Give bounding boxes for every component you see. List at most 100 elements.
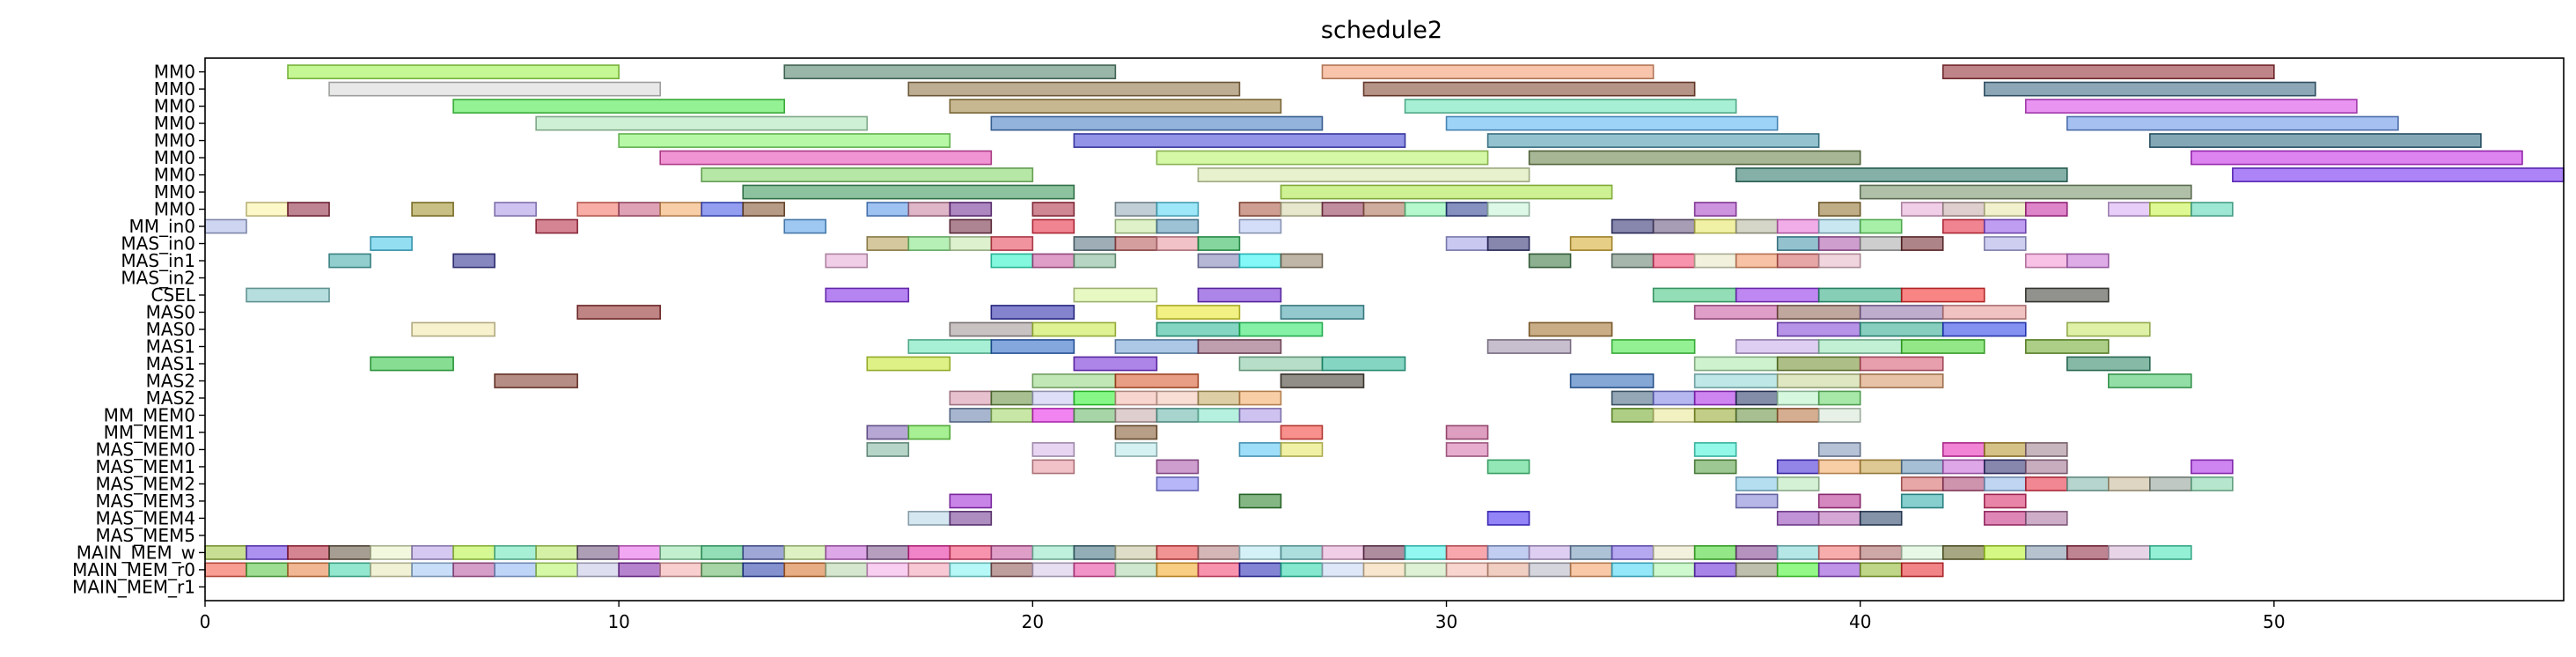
task-bar — [1156, 202, 1200, 217]
task-bar — [576, 562, 620, 578]
task-bar — [2066, 476, 2110, 491]
task-bar — [949, 493, 993, 509]
y-tick-label: MM0 — [154, 78, 195, 100]
task-bar — [1569, 373, 1655, 388]
task-bar — [1404, 99, 1737, 114]
task-bar — [742, 545, 786, 560]
task-bar — [1073, 356, 1158, 372]
task-bar — [287, 64, 620, 79]
task-bar — [1486, 511, 1530, 526]
task-bar — [1114, 218, 1158, 234]
y-tick-label: MAS_MEM5 — [95, 525, 195, 546]
task-bar — [1776, 373, 1861, 388]
y-tick-label: MAS2 — [146, 370, 195, 391]
task-bar — [1817, 218, 1861, 234]
task-bar — [990, 115, 1324, 131]
task-bar — [1528, 562, 1572, 578]
task-bar — [701, 167, 1034, 182]
task-bar — [1114, 202, 1158, 217]
task-bar — [1941, 545, 1985, 560]
task-bar — [1156, 218, 1200, 234]
task-bar — [2108, 202, 2151, 217]
task-bar — [1693, 390, 1737, 406]
task-bar — [1569, 562, 1613, 578]
task-bar — [1859, 321, 1944, 337]
task-bar — [1652, 390, 1696, 406]
chart-title: schedule2 — [1321, 17, 1442, 44]
task-bar — [370, 356, 454, 372]
task-bar — [1114, 373, 1200, 388]
task-bar — [204, 218, 247, 234]
task-bar — [1114, 442, 1158, 457]
task-bar — [618, 133, 951, 148]
task-bar — [2108, 545, 2151, 560]
task-bar — [1404, 545, 1448, 560]
task-bar — [328, 253, 371, 269]
task-bar — [1776, 408, 1820, 423]
task-bar — [1652, 218, 1696, 234]
task-bar — [2024, 339, 2110, 354]
task-bar — [1197, 390, 1241, 406]
task-bar — [1569, 545, 1613, 560]
task-bar — [866, 202, 910, 217]
task-bar — [1031, 545, 1075, 560]
task-bar — [328, 545, 371, 560]
task-bar — [1817, 545, 1861, 560]
task-bar — [659, 150, 993, 166]
task-bar — [535, 218, 578, 234]
task-bar — [1735, 218, 1779, 234]
task-bar — [1941, 476, 1985, 491]
task-bar — [1156, 459, 1200, 475]
task-bar — [1486, 202, 1530, 217]
task-bar — [1817, 511, 1861, 526]
task-bar — [1280, 373, 1365, 388]
task-bar — [1445, 424, 1489, 440]
task-bar — [1776, 476, 1820, 491]
task-bar — [1073, 236, 1117, 251]
task-bar — [1445, 115, 1779, 131]
task-bar — [1735, 339, 1820, 354]
task-bar — [949, 202, 993, 217]
task-bar — [1445, 442, 1489, 457]
x-axis: 0 10 20 30 40 50 — [200, 601, 2286, 632]
task-bar — [949, 545, 993, 560]
task-bar — [1569, 236, 1613, 251]
task-bar — [990, 408, 1034, 423]
task-bar — [1528, 321, 1613, 337]
task-bar — [2024, 545, 2068, 560]
task-bar — [494, 545, 537, 560]
task-bar — [990, 305, 1075, 320]
task-bar — [1817, 390, 1861, 406]
task-bar — [1900, 339, 1985, 354]
y-tick-label: MAS1 — [146, 353, 195, 374]
x-tick-label: 50 — [2263, 611, 2285, 632]
task-bar — [1735, 545, 1779, 560]
task-bar — [1321, 64, 1655, 79]
y-tick-label: MAIN_MEM_w — [77, 542, 195, 563]
task-bar — [866, 356, 951, 372]
task-bar — [535, 545, 578, 560]
task-bar — [1693, 202, 1737, 217]
task-bar — [1941, 321, 2027, 337]
task-bar — [1031, 459, 1075, 475]
task-bar — [2149, 545, 2192, 560]
task-bar — [907, 339, 993, 354]
task-bar — [370, 562, 413, 578]
task-bar — [1859, 511, 1903, 526]
task-bar — [2108, 476, 2151, 491]
task-bar — [1817, 202, 1861, 217]
task-bar — [1983, 493, 2027, 509]
task-bar — [1776, 236, 1820, 251]
task-bar — [1693, 562, 1737, 578]
task-bar — [866, 545, 910, 560]
task-bar — [1280, 184, 1613, 200]
task-bar — [452, 562, 495, 578]
task-bar — [287, 562, 330, 578]
task-bar — [1817, 287, 1903, 303]
task-bar — [2066, 115, 2399, 131]
task-bar — [1776, 356, 1861, 372]
task-bar — [1900, 287, 1985, 303]
task-bar — [1817, 562, 1861, 578]
y-tick-label: MAS_in2 — [121, 268, 195, 289]
task-bar — [1859, 356, 1944, 372]
